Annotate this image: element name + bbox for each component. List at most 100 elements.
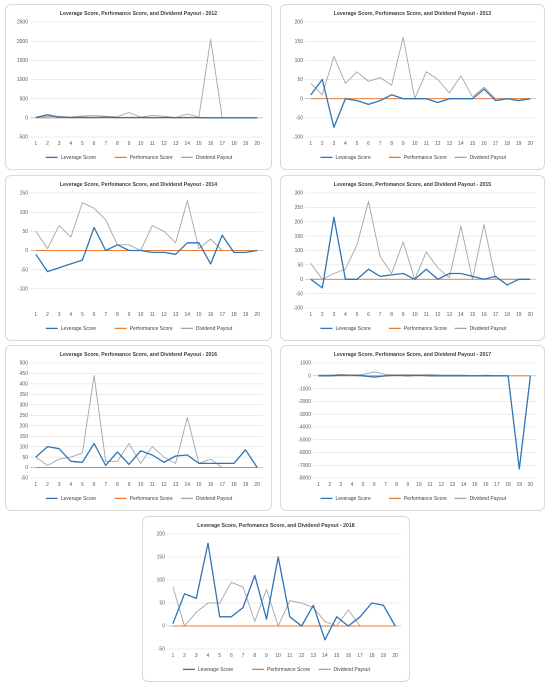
- x-tick-label: 11: [150, 141, 155, 147]
- chart-svg: Leverage Score, Perfomance Score, and Di…: [18, 182, 263, 332]
- x-tick-label: 10: [416, 482, 422, 488]
- x-tick-label: 14: [184, 312, 190, 318]
- x-tick-label: 18: [231, 482, 237, 488]
- y-tick-label: 300: [295, 191, 304, 197]
- x-tick-label: 1: [34, 312, 37, 318]
- x-tick-label: 14: [458, 312, 464, 318]
- x-tick-label: 13: [173, 141, 179, 147]
- y-tick-label: -7000: [298, 463, 311, 469]
- x-tick-label: 4: [69, 312, 72, 318]
- y-tick-label: 0: [162, 624, 165, 630]
- x-tick-label: 3: [58, 141, 61, 147]
- legend-label-leverage: Leverage Score: [61, 326, 97, 332]
- y-tick-label: 50: [22, 229, 28, 235]
- x-tick-label: 4: [344, 141, 347, 147]
- x-tick-label: 6: [230, 653, 233, 659]
- y-tick-label: -3000: [298, 412, 311, 418]
- series-line-dividend: [35, 375, 258, 468]
- x-tick-label: 18: [231, 141, 237, 147]
- x-tick-label: 1: [309, 312, 312, 318]
- x-tick-label: 20: [254, 141, 260, 147]
- y-tick-label: -100: [293, 306, 303, 312]
- x-tick-label: 8: [390, 141, 393, 147]
- x-tick-label: 19: [516, 482, 522, 488]
- x-tick-label: 11: [424, 312, 429, 318]
- x-tick-label: 12: [435, 141, 441, 147]
- y-tick-label: 1500: [17, 58, 28, 64]
- legend-label-dividend: Dividend Payout: [470, 326, 507, 332]
- legend-label-dividend: Dividend Payout: [196, 326, 233, 332]
- x-tick-label: 2: [321, 141, 324, 147]
- x-tick-label: 11: [424, 141, 429, 147]
- legend-label-leverage: Leverage Score: [61, 496, 97, 502]
- y-tick-label: -50: [21, 267, 28, 273]
- x-tick-label: 19: [243, 482, 249, 488]
- chart-title: Leverage Score, Perfomance Score, and Di…: [60, 182, 218, 188]
- x-tick-label: 7: [104, 312, 107, 318]
- x-tick-label: 1: [34, 482, 37, 488]
- x-tick-label: 12: [299, 653, 305, 659]
- x-tick-label: 11: [287, 653, 292, 659]
- x-tick-label: 3: [339, 482, 342, 488]
- x-tick-label: 3: [195, 653, 198, 659]
- legend-label-leverage: Leverage Score: [335, 155, 371, 161]
- y-tick-label: 0: [25, 116, 28, 122]
- legend-label-leverage: Leverage Score: [335, 496, 371, 502]
- series-line-dividend: [35, 200, 258, 251]
- series-line-leverage: [310, 78, 531, 129]
- x-tick-label: 12: [161, 482, 167, 488]
- legend-label-performance: Performance Score: [130, 326, 173, 332]
- y-tick-label: 200: [20, 423, 29, 429]
- x-tick-label: 20: [392, 653, 398, 659]
- x-tick-label: 3: [58, 482, 61, 488]
- x-tick-label: 18: [504, 312, 510, 318]
- x-tick-label: 12: [438, 482, 444, 488]
- x-tick-label: 20: [254, 482, 260, 488]
- y-tick-label: 1000: [300, 361, 311, 367]
- y-tick-label: 100: [295, 58, 304, 64]
- x-tick-label: 13: [450, 482, 456, 488]
- y-tick-label: 150: [295, 234, 304, 240]
- x-tick-label: 18: [369, 653, 375, 659]
- legend-label-dividend: Dividend Payout: [334, 667, 371, 673]
- x-tick-label: 15: [196, 312, 202, 318]
- x-tick-label: 9: [402, 141, 405, 147]
- x-tick-label: 20: [527, 141, 533, 147]
- y-tick-label: 50: [297, 263, 303, 269]
- legend-label-performance: Performance Score: [130, 496, 173, 502]
- x-tick-label: 9: [402, 312, 405, 318]
- chart-panel-2018: Leverage Score, Perfomance Score, and Di…: [142, 516, 410, 682]
- x-tick-label: 16: [483, 482, 489, 488]
- x-tick-label: 20: [528, 482, 534, 488]
- x-tick-label: 4: [69, 482, 72, 488]
- x-tick-label: 6: [93, 141, 96, 147]
- chart-title: Leverage Score, Perfomance Score, and Di…: [334, 352, 492, 358]
- chart-svg: Leverage Score, Perfomance Score, and Di…: [157, 523, 401, 673]
- y-tick-label: 400: [20, 382, 29, 388]
- chart-svg: Leverage Score, Perfomance Score, and Di…: [298, 352, 536, 502]
- x-tick-label: 7: [104, 141, 107, 147]
- chart-panel-2012: Leverage Score, Perfomance Score, and Di…: [5, 4, 272, 170]
- x-tick-label: 2: [183, 653, 186, 659]
- x-tick-label: 16: [481, 141, 487, 147]
- x-tick-label: 13: [447, 312, 453, 318]
- x-tick-label: 7: [379, 312, 382, 318]
- x-tick-label: 3: [332, 312, 335, 318]
- y-tick-label: 150: [20, 434, 29, 440]
- x-tick-label: 18: [231, 312, 237, 318]
- chart-panel-2017: Leverage Score, Perfomance Score, and Di…: [280, 345, 545, 511]
- y-tick-label: -4000: [298, 425, 311, 431]
- x-tick-label: 1: [309, 141, 312, 147]
- y-tick-label: 150: [157, 555, 166, 561]
- legend-label-leverage: Leverage Score: [335, 326, 371, 332]
- x-tick-label: 15: [472, 482, 478, 488]
- x-tick-label: 10: [275, 653, 281, 659]
- x-tick-label: 5: [356, 141, 359, 147]
- x-tick-label: 9: [128, 141, 131, 147]
- chart-panel-2014: Leverage Score, Perfomance Score, and Di…: [5, 175, 272, 341]
- y-tick-label: 0: [25, 248, 28, 254]
- y-tick-label: 250: [20, 413, 29, 419]
- legend-label-leverage: Leverage Score: [61, 155, 97, 161]
- x-tick-label: 2: [321, 312, 324, 318]
- x-tick-label: 12: [435, 312, 441, 318]
